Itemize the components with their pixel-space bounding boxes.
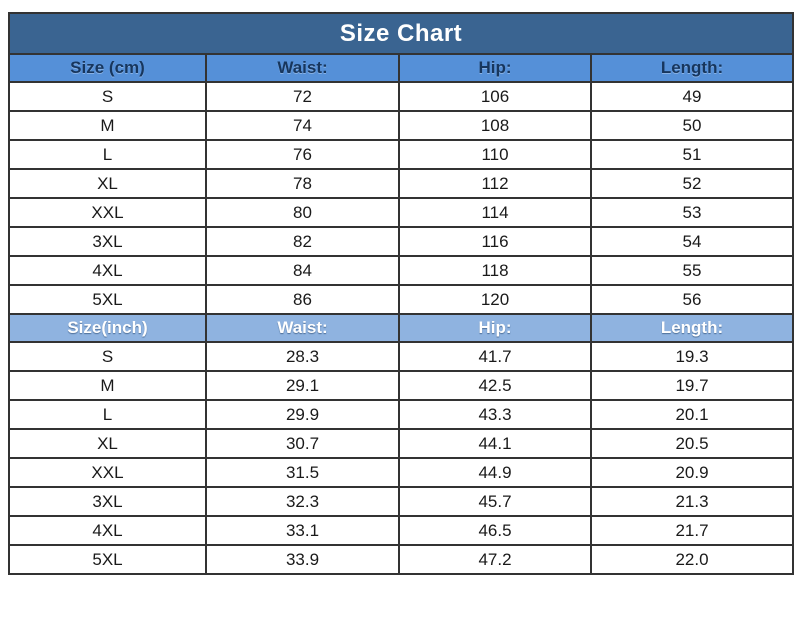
table-row: L 29.9 43.3 20.1 [8, 399, 794, 430]
header-size-inch: Size(inch) [8, 313, 207, 343]
table-row: M 74 108 50 [8, 110, 794, 141]
value-cell: 30.7 [205, 428, 400, 459]
value-cell: 20.5 [590, 428, 794, 459]
value-cell: 44.1 [398, 428, 592, 459]
size-cell: S [8, 341, 207, 372]
table-row: 3XL 32.3 45.7 21.3 [8, 486, 794, 517]
value-cell: 51 [590, 139, 794, 170]
value-cell: 74 [205, 110, 400, 141]
table-row: S 72 106 49 [8, 81, 794, 112]
value-cell: 120 [398, 284, 592, 315]
value-cell: 53 [590, 197, 794, 228]
size-cell: S [8, 81, 207, 112]
value-cell: 19.7 [590, 370, 794, 401]
chart-title: Size Chart [8, 12, 794, 55]
table-row: XL 30.7 44.1 20.5 [8, 428, 794, 459]
table-row: 4XL 84 118 55 [8, 255, 794, 286]
value-cell: 44.9 [398, 457, 592, 488]
value-cell: 72 [205, 81, 400, 112]
value-cell: 22.0 [590, 544, 794, 575]
table-row: 5XL 86 120 56 [8, 284, 794, 315]
size-cell: XL [8, 428, 207, 459]
size-cell: 3XL [8, 226, 207, 257]
size-cell: M [8, 110, 207, 141]
size-chart-table: Size Chart Size (cm) Waist: Hip: Length:… [8, 12, 794, 575]
value-cell: 78 [205, 168, 400, 199]
header-hip-inch: Hip: [398, 313, 592, 343]
value-cell: 82 [205, 226, 400, 257]
header-size-cm: Size (cm) [8, 53, 207, 83]
table-row: XXL 80 114 53 [8, 197, 794, 228]
value-cell: 33.9 [205, 544, 400, 575]
size-cell: L [8, 399, 207, 430]
value-cell: 29.9 [205, 399, 400, 430]
value-cell: 54 [590, 226, 794, 257]
value-cell: 108 [398, 110, 592, 141]
value-cell: 33.1 [205, 515, 400, 546]
value-cell: 32.3 [205, 486, 400, 517]
value-cell: 76 [205, 139, 400, 170]
table-row: 5XL 33.9 47.2 22.0 [8, 544, 794, 575]
value-cell: 116 [398, 226, 592, 257]
value-cell: 21.7 [590, 515, 794, 546]
size-cell: L [8, 139, 207, 170]
value-cell: 49 [590, 81, 794, 112]
section-inch-body: S 28.3 41.7 19.3 M 29.1 42.5 19.7 L 29.9 43.3 20.1 X… [8, 341, 794, 575]
value-cell: 84 [205, 255, 400, 286]
value-cell: 42.5 [398, 370, 592, 401]
table-row: XXL 31.5 44.9 20.9 [8, 457, 794, 488]
value-cell: 52 [590, 168, 794, 199]
size-cell: XXL [8, 457, 207, 488]
header-waist-cm: Waist: [205, 53, 400, 83]
size-cell: M [8, 370, 207, 401]
table-row: L 76 110 51 [8, 139, 794, 170]
value-cell: 112 [398, 168, 592, 199]
section-cm-body: S 72 106 49 M 74 108 50 L 76 110 51 XL 78 112 52 XXL 80 11… [8, 81, 794, 315]
value-cell: 21.3 [590, 486, 794, 517]
size-cell: XL [8, 168, 207, 199]
size-cell: 5XL [8, 284, 207, 315]
size-cell: 5XL [8, 544, 207, 575]
title-row: Size Chart [8, 12, 794, 55]
value-cell: 19.3 [590, 341, 794, 372]
header-row-inch: Size(inch) Waist: Hip: Length: [8, 313, 794, 343]
size-cell: 4XL [8, 515, 207, 546]
size-cell: 4XL [8, 255, 207, 286]
value-cell: 50 [590, 110, 794, 141]
header-hip-cm: Hip: [398, 53, 592, 83]
value-cell: 43.3 [398, 399, 592, 430]
header-length-cm: Length: [590, 53, 794, 83]
value-cell: 114 [398, 197, 592, 228]
header-waist-inch: Waist: [205, 313, 400, 343]
value-cell: 45.7 [398, 486, 592, 517]
table-row: S 28.3 41.7 19.3 [8, 341, 794, 372]
value-cell: 56 [590, 284, 794, 315]
value-cell: 29.1 [205, 370, 400, 401]
value-cell: 20.1 [590, 399, 794, 430]
header-length-inch: Length: [590, 313, 794, 343]
table-row: 4XL 33.1 46.5 21.7 [8, 515, 794, 546]
value-cell: 80 [205, 197, 400, 228]
value-cell: 20.9 [590, 457, 794, 488]
value-cell: 106 [398, 81, 592, 112]
size-cell: 3XL [8, 486, 207, 517]
table-row: M 29.1 42.5 19.7 [8, 370, 794, 401]
value-cell: 47.2 [398, 544, 592, 575]
value-cell: 41.7 [398, 341, 592, 372]
value-cell: 31.5 [205, 457, 400, 488]
value-cell: 28.3 [205, 341, 400, 372]
value-cell: 55 [590, 255, 794, 286]
size-cell: XXL [8, 197, 207, 228]
value-cell: 86 [205, 284, 400, 315]
value-cell: 46.5 [398, 515, 592, 546]
table-row: XL 78 112 52 [8, 168, 794, 199]
header-row-cm: Size (cm) Waist: Hip: Length: [8, 53, 794, 83]
value-cell: 110 [398, 139, 592, 170]
value-cell: 118 [398, 255, 592, 286]
table-row: 3XL 82 116 54 [8, 226, 794, 257]
